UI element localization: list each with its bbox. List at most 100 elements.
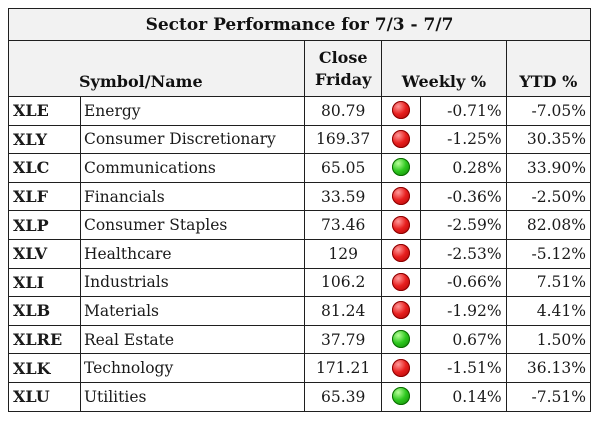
weekly-cell: -0.36% [420, 181, 507, 212]
close-cell: 169.37 [304, 124, 383, 155]
red-circle-icon [392, 358, 411, 377]
indicator-cell [381, 267, 422, 298]
name-cell: Industrials [79, 267, 306, 298]
indicator-cell [381, 181, 422, 212]
name-cell: Materials [79, 296, 306, 326]
close-cell: 81.24 [304, 296, 383, 326]
table-row: XLV Healthcare 129 -2.53% -5.12% [8, 238, 592, 269]
close-cell: 65.05 [304, 153, 383, 183]
name-cell: Financials [79, 181, 306, 212]
close-cell: 73.46 [304, 210, 383, 240]
ytd-cell: -5.12% [505, 238, 592, 269]
symbol-cell: XLC [8, 153, 81, 183]
close-cell: 171.21 [304, 353, 383, 383]
indicator-cell [381, 324, 422, 355]
ytd-cell: -7.05% [505, 96, 592, 126]
name-cell: Healthcare [79, 238, 306, 269]
weekly-cell: -1.51% [420, 353, 507, 383]
header-row: Symbol/Name Close Friday Weekly % YTD % [7, 40, 592, 97]
symbol-cell: XLB [8, 296, 81, 326]
sector-performance-table-container: Sector Performance for 7/3 - 7/7 Symbol/… [7, 8, 592, 412]
table-row: XLK Technology 171.21 -1.51% 36.13% [8, 353, 592, 383]
weekly-cell: -1.25% [420, 124, 507, 155]
indicator-cell [381, 296, 422, 326]
close-cell: 33.59 [304, 181, 383, 212]
red-circle-icon [392, 244, 411, 263]
name-cell: Real Estate [79, 324, 306, 355]
table-row: XLP Consumer Staples 73.46 -2.59% 82.08% [8, 210, 592, 240]
table-row: XLB Materials 81.24 -1.92% 4.41% [8, 296, 592, 326]
close-cell: 106.2 [304, 267, 383, 298]
green-circle-icon [392, 158, 411, 177]
symbol-cell: XLK [8, 353, 81, 383]
table-row: XLY Consumer Discretionary 169.37 -1.25% 30.… [8, 124, 592, 155]
weekly-cell: -0.66% [420, 267, 507, 298]
red-circle-icon [392, 272, 411, 291]
weekly-cell: -1.92% [420, 296, 507, 326]
header-close-line1: Close [318, 47, 368, 67]
header-weekly: Weekly % [381, 40, 507, 97]
name-cell: Utilities [79, 381, 306, 412]
table-title: Sector Performance for 7/3 - 7/7 [8, 8, 591, 41]
symbol-cell: XLRE [8, 324, 81, 355]
table-row: XLE Energy 80.79 -0.71% -7.05% [8, 96, 592, 126]
ytd-cell: -2.50% [505, 181, 592, 212]
close-cell: 65.39 [304, 381, 383, 412]
weekly-cell: -0.71% [420, 96, 507, 126]
table-row: XLRE Real Estate 37.79 0.67% 1.50% [8, 324, 592, 355]
name-cell: Consumer Discretionary [79, 124, 306, 155]
weekly-cell: 0.14% [420, 381, 507, 412]
name-cell: Consumer Staples [79, 210, 306, 240]
table-body: XLE Energy 80.79 -0.71% -7.05% XLY Consumer Di… [8, 96, 592, 412]
table-row: XLF Financials 33.59 -0.36% -2.50% [8, 181, 592, 212]
title-row: Sector Performance for 7/3 - 7/7 [8, 8, 591, 41]
header-close-friday: Close Friday [304, 40, 383, 97]
indicator-cell [381, 238, 422, 269]
ytd-cell: 82.08% [505, 210, 592, 240]
weekly-cell: -2.59% [420, 210, 507, 240]
header-ytd: YTD % [505, 40, 592, 97]
ytd-cell: 4.41% [505, 296, 592, 326]
indicator-cell [381, 124, 422, 155]
symbol-cell: XLF [8, 181, 81, 212]
close-cell: 129 [304, 238, 383, 269]
weekly-cell: -2.53% [420, 238, 507, 269]
green-circle-icon [392, 330, 411, 349]
symbol-cell: XLE [8, 96, 81, 126]
indicator-cell [381, 353, 422, 383]
symbol-cell: XLP [8, 210, 81, 240]
sector-performance-table: Sector Performance for 7/3 - 7/7 Symbol/… [7, 8, 592, 412]
header-close-line2: Friday [314, 69, 372, 89]
indicator-cell [381, 381, 422, 412]
ytd-cell: 33.90% [505, 153, 592, 183]
ytd-cell: -7.51% [505, 381, 592, 412]
table-row: XLC Communications 65.05 0.28% 33.90% [8, 153, 592, 183]
symbol-cell: XLY [8, 124, 81, 155]
ytd-cell: 1.50% [505, 324, 592, 355]
table-row: XLU Utilities 65.39 0.14% -7.51% [8, 381, 592, 412]
ytd-cell: 30.35% [505, 124, 592, 155]
weekly-cell: 0.28% [420, 153, 507, 183]
symbol-cell: XLU [8, 381, 81, 412]
ytd-cell: 36.13% [505, 353, 592, 383]
ytd-cell: 7.51% [505, 267, 592, 298]
red-circle-icon [392, 187, 411, 206]
close-cell: 80.79 [304, 96, 383, 126]
red-circle-icon [392, 215, 411, 234]
name-cell: Energy [79, 96, 306, 126]
red-circle-icon [392, 301, 411, 320]
red-circle-icon [392, 101, 411, 120]
symbol-cell: XLI [8, 267, 81, 298]
name-cell: Technology [79, 353, 306, 383]
indicator-cell [381, 96, 422, 126]
weekly-cell: 0.67% [420, 324, 507, 355]
name-cell: Communications [79, 153, 306, 183]
red-circle-icon [392, 129, 411, 148]
indicator-cell [381, 153, 422, 183]
green-circle-icon [392, 387, 411, 406]
table-row: XLI Industrials 106.2 -0.66% 7.51% [8, 267, 592, 298]
close-cell: 37.79 [304, 324, 383, 355]
indicator-cell [381, 210, 422, 240]
symbol-cell: XLV [8, 238, 81, 269]
header-symbol-name: Symbol/Name [7, 40, 306, 97]
